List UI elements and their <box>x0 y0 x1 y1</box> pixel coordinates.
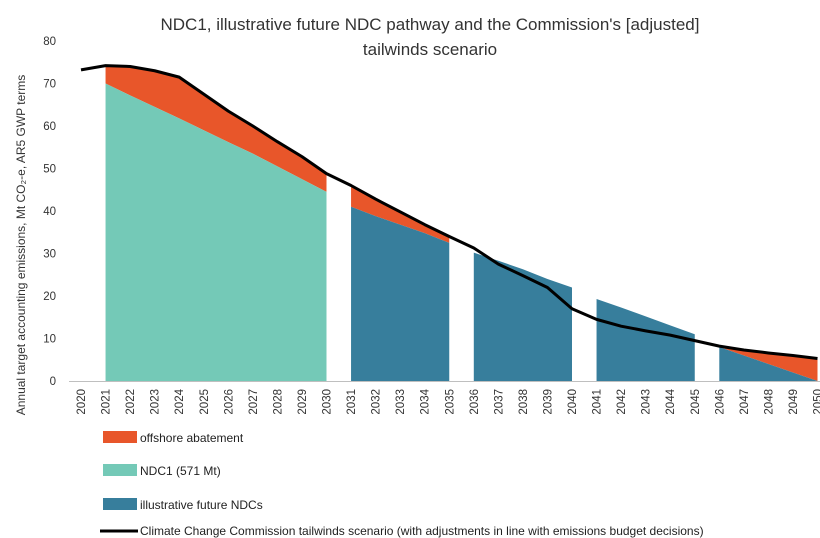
x-tick-label: 2024 <box>174 388 186 414</box>
y-tick-label: 50 <box>43 164 56 176</box>
legend: offshore abatement NDC1 (571 Mt) illustrat… <box>100 431 704 538</box>
area-offshore-segment-3 <box>719 346 818 381</box>
x-tick-label: 2047 <box>739 389 751 415</box>
x-tick-label: 2027 <box>248 389 260 415</box>
area-future-segment-2 <box>473 252 572 381</box>
chart-title-line-1: NDC1, illustrative future NDC pathway an… <box>161 15 700 34</box>
x-tick-label: 2023 <box>150 389 162 415</box>
x-tick-label: 2026 <box>223 389 235 415</box>
y-tick-label: 20 <box>43 291 56 303</box>
x-tick-label: 2035 <box>444 389 456 415</box>
y-tick-label: 70 <box>43 79 56 91</box>
y-tick-label: 0 <box>50 376 56 388</box>
x-tick-label: 2031 <box>346 389 358 415</box>
x-tick-label: 2029 <box>297 389 309 415</box>
x-tick-label: 2022 <box>125 389 137 415</box>
legend-label-3: illustrative future NDCs <box>140 498 263 512</box>
area-future-segment-4 <box>719 347 818 381</box>
x-tick-label: 2037 <box>493 389 505 415</box>
x-tick-label: 2045 <box>690 389 702 415</box>
x-tick-label: 2038 <box>518 389 530 415</box>
x-tick-label: 2032 <box>371 389 383 415</box>
y-tick-label: 40 <box>43 206 56 218</box>
x-tick-label: 2050 <box>813 389 820 415</box>
x-tick-label: 2030 <box>322 389 334 415</box>
area-ndc1-segment-1 <box>105 83 327 381</box>
legend-label-1: offshore abatement <box>140 431 244 445</box>
y-axis-label: Annual target accounting emissions, Mt C… <box>14 75 28 416</box>
area-offshore-segment-1 <box>105 65 327 192</box>
y-tick-label: 80 <box>43 36 56 48</box>
x-tick-label: 2048 <box>763 389 775 415</box>
y-tick-label: 10 <box>43 334 56 346</box>
x-tick-label: 2033 <box>395 389 407 415</box>
legend-swatch-1 <box>103 431 137 443</box>
x-tick-label: 2020 <box>76 389 88 415</box>
legend-swatch-2 <box>103 464 137 476</box>
x-tick-label: 2040 <box>567 389 579 415</box>
x-tick-label: 2034 <box>420 388 432 414</box>
x-tick-label: 2036 <box>469 389 481 415</box>
chart-title-line-2: tailwinds scenario <box>363 40 497 59</box>
x-tick-label: 2043 <box>641 389 653 415</box>
y-tick-label: 30 <box>43 249 56 261</box>
tailwinds-scenario-line <box>80 64 818 360</box>
legend-swatch-3 <box>103 498 137 510</box>
area-future-segment-3 <box>596 298 695 381</box>
x-tick-label: 2044 <box>665 388 677 414</box>
legend-label-4: Climate Change Commission tailwinds scen… <box>140 524 704 538</box>
x-tick-label: 2021 <box>101 389 113 415</box>
y-tick-label: 60 <box>43 121 56 133</box>
x-tick-label: 2042 <box>616 389 628 415</box>
legend-label-2: NDC1 (571 Mt) <box>140 464 221 478</box>
area-future-segment-1 <box>351 206 450 381</box>
x-tick-label: 2041 <box>592 389 604 415</box>
x-tick-label: 2046 <box>714 389 726 415</box>
x-tick-label: 2039 <box>542 389 554 415</box>
x-tick-label: 2049 <box>788 389 800 415</box>
x-tick-label: 2028 <box>272 389 284 415</box>
x-tick-label: 2025 <box>199 389 211 415</box>
